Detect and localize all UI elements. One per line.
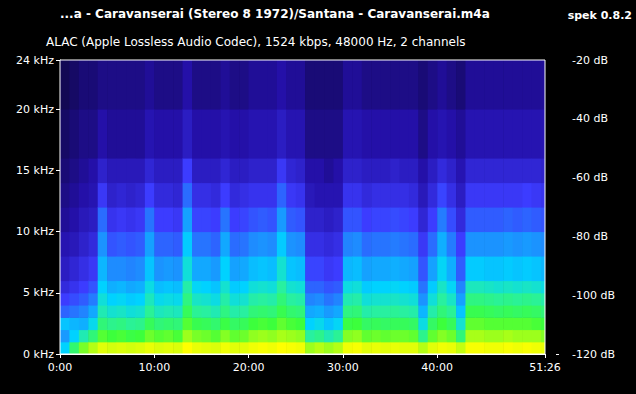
svg-text:24 kHz: 24 kHz [16,54,54,67]
svg-text:30:00: 30:00 [327,361,359,374]
svg-text:10 kHz: 10 kHz [16,225,54,238]
svg-text:20 kHz: 20 kHz [16,103,54,116]
svg-text:-60 dB: -60 dB [572,171,608,184]
svg-text:-20 dB: -20 dB [572,54,608,67]
svg-text:10:00: 10:00 [138,361,170,374]
svg-text:-80 dB: -80 dB [572,230,608,243]
svg-text:ALAC (Apple Lossless Audio Cod: ALAC (Apple Lossless Audio Codec), 1524 … [46,35,465,49]
svg-text:40:00: 40:00 [421,361,453,374]
svg-text:...a - Caravanserai (Stereo 8: ...a - Caravanserai (Stereo 8 1972)/Sant… [60,7,490,21]
svg-text:51:26: 51:26 [529,361,561,374]
svg-text:spek 0.8.2: spek 0.8.2 [568,9,632,22]
svg-text:0:00: 0:00 [48,361,73,374]
svg-text:15 kHz: 15 kHz [16,164,54,177]
svg-text:-40 dB: -40 dB [572,112,608,125]
svg-text:0 kHz: 0 kHz [23,348,54,361]
svg-text:20:00: 20:00 [233,361,265,374]
svg-text:-100 dB: -100 dB [572,289,615,302]
svg-text:5 kHz: 5 kHz [23,286,54,299]
svg-text:-120 dB: -120 dB [572,348,615,361]
